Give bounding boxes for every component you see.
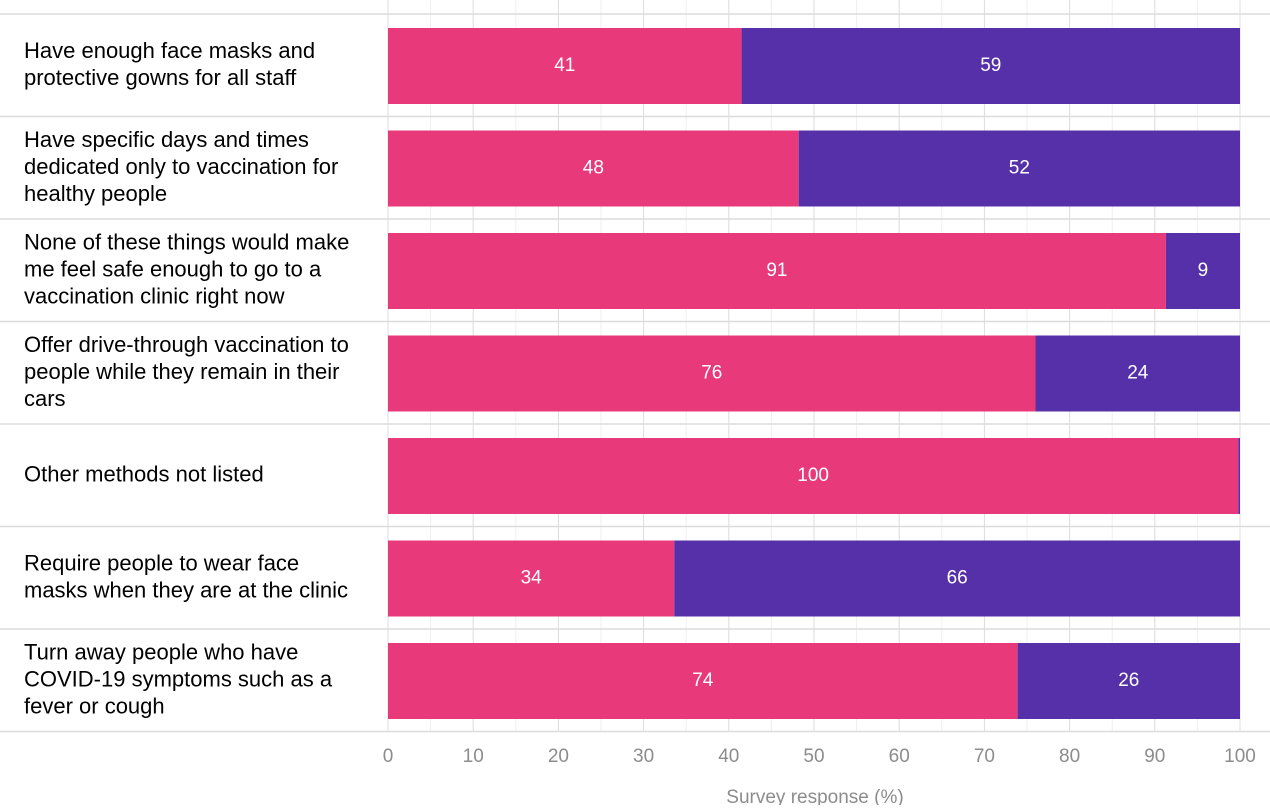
- data-label: 76: [701, 363, 722, 384]
- bar-segment: [388, 540, 675, 617]
- category-label-line: Other methods not listed: [24, 461, 264, 486]
- category-label: Offer drive-through vaccination to people…: [24, 332, 349, 411]
- category-label-line: Turn away people who have: [24, 639, 298, 664]
- category-label-line: masks when they are at the clinic: [24, 577, 348, 602]
- x-tick-label: 80: [1059, 746, 1080, 767]
- category-label-line: vaccination clinic right now: [24, 283, 285, 308]
- category-label-line: None of these things would make: [24, 229, 349, 254]
- category-label-line: dedicated only to vaccination for: [24, 154, 338, 179]
- category-label-line: people while they remain in their: [24, 359, 340, 384]
- bar-segment: [388, 438, 1239, 514]
- x-tick-label: 100: [1224, 746, 1256, 767]
- category-label-line: healthy people: [24, 181, 167, 206]
- category-label: Turn away people who have COVID-19 sympto…: [24, 639, 333, 718]
- category-label: Other methods not listed: [24, 461, 264, 486]
- bar-segment: [674, 540, 1240, 617]
- category-label-line: fever or cough: [24, 693, 165, 718]
- bar-segment: [1035, 335, 1240, 412]
- x-tick-label: 70: [974, 746, 995, 767]
- category-label-line: cars: [24, 386, 66, 411]
- bar-segment: [798, 130, 1240, 207]
- data-label: 66: [947, 568, 968, 589]
- data-label: 48: [583, 158, 604, 179]
- category-label-line: COVID-19 symptoms such as a: [24, 666, 333, 691]
- data-label: 26: [1118, 670, 1139, 691]
- x-axis-ticks: 0 10 20 30 40 50 60 70 80 90 100: [383, 746, 1256, 767]
- bar-segment: [741, 28, 1240, 104]
- data-label: 24: [1127, 363, 1149, 384]
- x-tick-label: 40: [718, 746, 739, 767]
- data-label: 74: [692, 670, 714, 691]
- data-label: 100: [797, 465, 829, 486]
- category-label: Require people to wear face masks when th…: [24, 550, 348, 602]
- category-labels: Have enough face masks and protective gow…: [24, 38, 349, 719]
- category-label-line: protective gowns for all staff: [24, 65, 297, 90]
- bar-segment: [388, 28, 742, 104]
- bar-segment: [1165, 233, 1240, 309]
- x-axis-title: Survey response (%): [726, 787, 903, 805]
- category-label-line: Offer drive-through vaccination to: [24, 332, 349, 357]
- data-label: 34: [521, 568, 543, 589]
- data-label: 59: [980, 55, 1001, 76]
- bar-segment: [388, 130, 799, 207]
- x-tick-label: 0: [383, 746, 394, 767]
- x-tick-label: 10: [463, 746, 484, 767]
- category-label: Have specific days and times dedicated on…: [24, 127, 338, 206]
- bar-segment: [1017, 643, 1240, 719]
- bar-segment: [388, 335, 1036, 412]
- category-label-line: me feel safe enough to go to a: [24, 256, 322, 281]
- data-label: 41: [554, 55, 575, 76]
- category-label-line: Require people to wear face: [24, 550, 299, 575]
- category-label-line: Have enough face masks and: [24, 38, 315, 63]
- category-label-line: Have specific days and times: [24, 127, 309, 152]
- category-label: None of these things would make me feel s…: [24, 229, 349, 308]
- bar-segment: [1238, 438, 1240, 514]
- x-tick-label: 60: [889, 746, 910, 767]
- x-tick-label: 50: [803, 746, 824, 767]
- bar-segments: [388, 28, 1240, 719]
- data-label: 52: [1009, 158, 1030, 179]
- bar-segment: [388, 643, 1018, 719]
- data-label: 91: [766, 260, 787, 281]
- x-tick-label: 20: [548, 746, 569, 767]
- bar-segment: [388, 233, 1166, 309]
- value-labels: 41 59 48 52 91 9 76 24 100 34 66 74 26: [521, 55, 1209, 691]
- x-tick-label: 30: [633, 746, 654, 767]
- category-label: Have enough face masks and protective gow…: [24, 38, 315, 90]
- data-label: 9: [1198, 260, 1209, 281]
- x-tick-label: 90: [1144, 746, 1165, 767]
